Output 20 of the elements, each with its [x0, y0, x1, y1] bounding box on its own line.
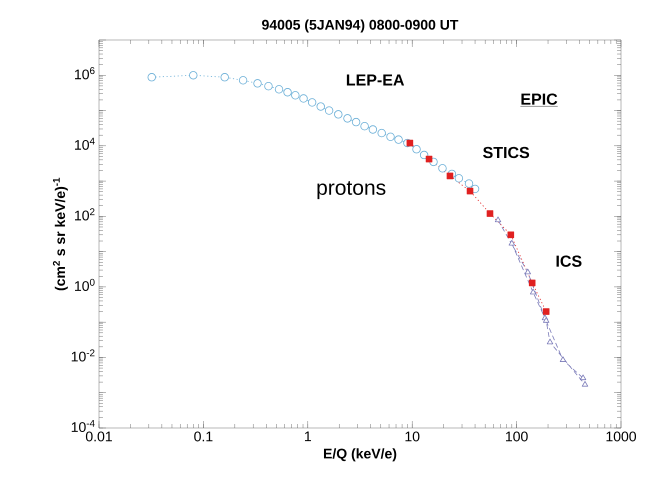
annotation: protons	[317, 181, 386, 200]
y-axis-title: (cm$^{2}$ s sr keV/e)$^{-1}$	[52, 178, 68, 290]
y-tick-label: 10$^{4}$	[75, 138, 95, 150]
x-tick-label: 10	[405, 432, 420, 442]
annotation: EPIC	[521, 93, 558, 105]
x-axis-title: E/Q (keV/e)	[324, 448, 396, 462]
series-label: ICS	[556, 255, 582, 267]
y-tick-label: 10$^{6}$	[75, 67, 95, 80]
x-tick-label: 0.1	[194, 432, 212, 442]
annotation: STICS	[483, 146, 530, 158]
y-tick-label: 10$^{-4}$	[72, 420, 95, 432]
x-tick-label: 1000	[606, 432, 636, 442]
y-tick-label: 10$^{-2}$	[72, 349, 94, 362]
x-tick-label: 0.01	[86, 432, 112, 442]
x-tick-label: 1	[304, 432, 312, 442]
y-tick-label: 10$^{0}$	[75, 278, 95, 292]
x-tick-label: 100	[506, 432, 528, 442]
series-label: LEP-EA	[346, 74, 404, 86]
chart-title: 94005 (5JAN94) 0800-0900 UT	[262, 19, 458, 32]
y-tick-label: 10$^{2}$	[75, 208, 94, 220]
